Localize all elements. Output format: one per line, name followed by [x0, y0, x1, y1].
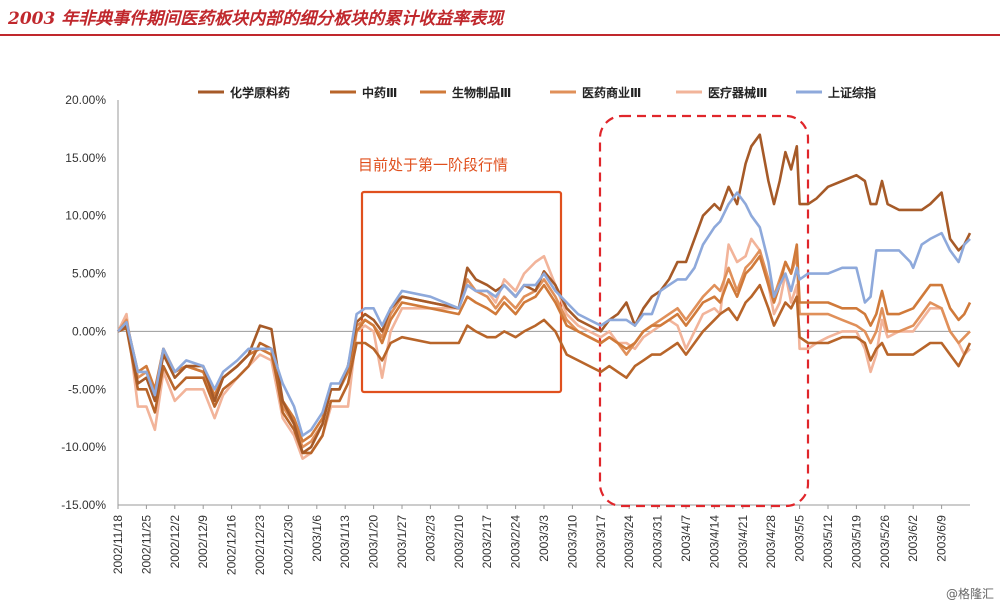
x-tick-label: 2003/5/19 — [849, 515, 863, 569]
legend-label: 医药商业Ⅲ — [582, 85, 641, 100]
x-tick-label: 2003/2/24 — [509, 515, 523, 569]
x-tick-label: 2003/4/28 — [764, 515, 778, 569]
x-tick-label: 2003/1/20 — [367, 515, 381, 569]
y-tick-label: -15.00% — [61, 498, 106, 512]
legend-label: 生物制品Ⅲ — [452, 85, 511, 100]
y-tick-label: 0.00% — [72, 324, 106, 338]
x-tick-label: 2003/1/6 — [310, 515, 324, 562]
x-tick-label: 2003/3/17 — [594, 515, 608, 569]
sars-period-dashed-box — [598, 114, 810, 508]
series-line-3 — [116, 249, 971, 449]
x-tick-label: 2003/4/7 — [679, 515, 693, 562]
x-tick-label: 2002/12/30 — [281, 515, 295, 575]
x-tick-label: 2002/11/18 — [111, 515, 125, 574]
x-tick-label: 2002/11/25 — [139, 515, 153, 574]
x-tick-label: 2002/12/23 — [253, 515, 267, 575]
x-tick-label: 2002/12/9 — [196, 515, 210, 569]
x-tick-label: 2003/4/21 — [736, 515, 750, 569]
x-tick-label: 2003/5/5 — [793, 515, 807, 562]
x-tick-label: 2002/12/16 — [225, 515, 239, 575]
legend-label: 中药Ⅲ — [362, 85, 397, 100]
x-tick-label: 2003/3/10 — [565, 515, 579, 569]
x-tick-labels: 2002/11/18 2002/11/25 2002/12/2 2002/12/9 20… — [111, 505, 949, 575]
legend-label: 化学原料药 — [230, 85, 290, 100]
x-tick-label: 2003/3/24 — [622, 515, 636, 569]
chart-title: 2003 年非典事件期间医药板块内部的细分板块的累计收益率表现 — [8, 9, 504, 29]
stage-one-box — [360, 190, 563, 394]
x-tick-label: 2002/12/2 — [168, 515, 182, 569]
chart-axes — [117, 100, 970, 506]
x-tick-label: 2003/6/9 — [935, 515, 949, 562]
series-line-1 — [117, 283, 972, 455]
x-tick-label: 2003/3/31 — [651, 515, 665, 569]
x-tick-label: 2003/5/26 — [878, 515, 892, 569]
legend: 化学原料药 中药Ⅲ 生物制品Ⅲ 医药商业Ⅲ 医疗器械Ⅲ 上证综指 — [198, 85, 876, 100]
x-tick-label: 2003/6/2 — [906, 515, 920, 562]
series-line-5 — [117, 191, 971, 437]
annotation-text: 目前处于第一阶段行情 — [358, 156, 508, 174]
y-tick-label: 15.00% — [65, 151, 106, 165]
x-tick-label: 2003/2/10 — [452, 515, 466, 569]
x-tick-label: 2003/2/3 — [423, 515, 437, 562]
series-lines — [116, 133, 972, 460]
y-tick-label: -10.00% — [61, 440, 106, 454]
x-tick-label: 2003/5/12 — [821, 515, 835, 569]
x-tick-label: 2003/4/14 — [707, 515, 721, 569]
y-tick-label: 10.00% — [65, 209, 106, 223]
series-line-0 — [117, 133, 972, 455]
y-tick-label: 20.00% — [65, 93, 106, 107]
highlight-boxes — [360, 114, 810, 508]
x-tick-label: 2003/2/17 — [480, 515, 494, 569]
y-tick-labels: 20.00% 15.00% 10.00% 5.00% 0.00% -5.00% -10.00… — [61, 93, 106, 512]
watermark: @格隆汇 — [945, 587, 994, 601]
x-tick-label: 2003/3/3 — [537, 515, 551, 562]
legend-label: 上证综指 — [828, 85, 876, 100]
y-tick-label: 5.00% — [72, 267, 106, 281]
y-tick-label: -5.00% — [68, 382, 106, 396]
x-tick-label: 2003/1/13 — [338, 515, 352, 569]
legend-label: 医疗器械Ⅲ — [708, 85, 767, 100]
title-underline — [0, 34, 1000, 36]
x-tick-label: 2003/1/27 — [395, 515, 409, 569]
